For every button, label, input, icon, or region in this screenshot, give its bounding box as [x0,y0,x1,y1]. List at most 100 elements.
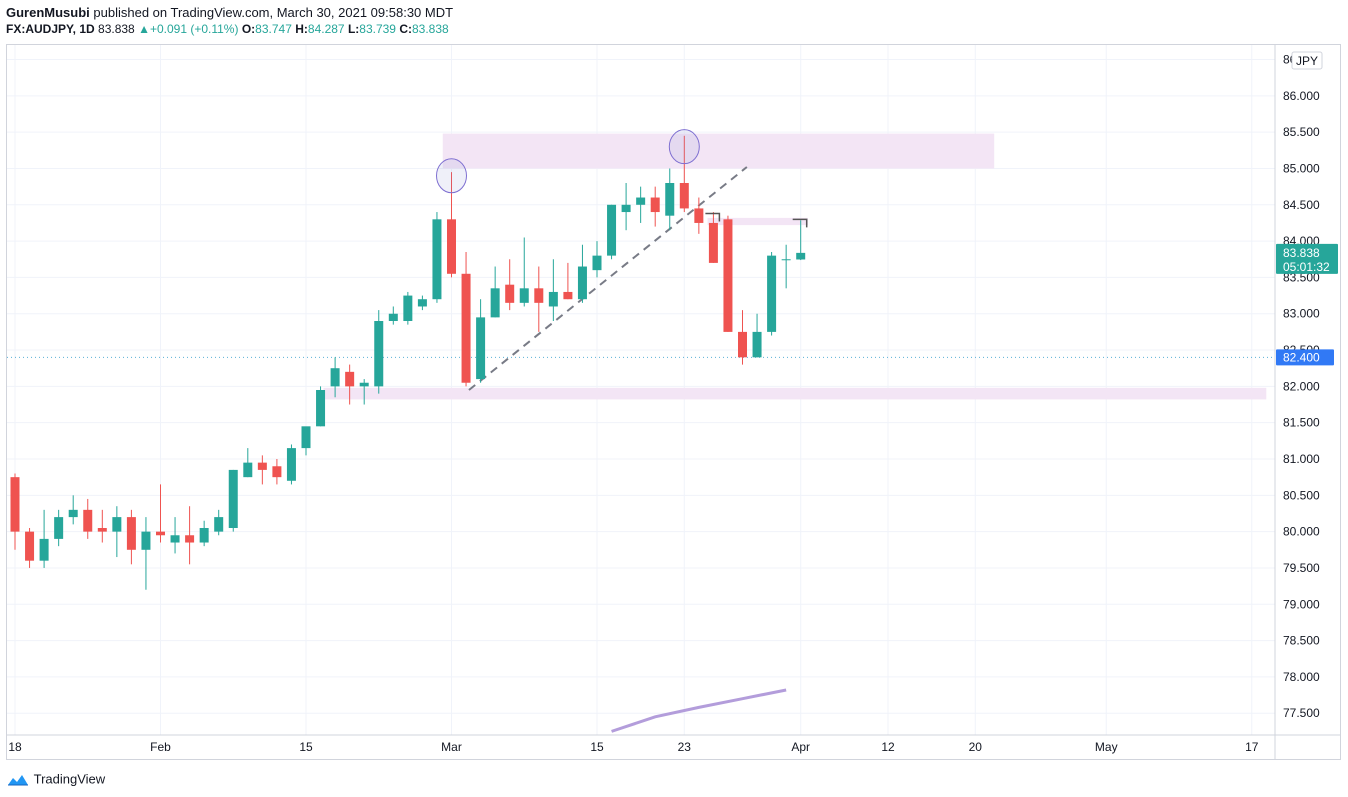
candle-body[interactable] [359,382,369,387]
candle-body[interactable] [548,291,558,307]
last-price-tag[interactable] [1276,243,1338,274]
candle-body[interactable] [83,509,93,532]
resistance-zone[interactable] [442,133,995,169]
candle-body[interactable] [708,222,718,263]
price-tick-label: 79.500 [1283,561,1320,575]
candle-body[interactable] [68,509,78,518]
high-value: 84.287 [307,22,345,36]
open-label: O: [241,22,256,36]
candle-body[interactable] [607,204,617,256]
candle-body[interactable] [490,288,500,318]
time-tick-label: 15 [299,740,313,754]
candle-body[interactable] [185,535,195,543]
candle-body[interactable] [214,517,224,532]
candle-body[interactable] [316,390,326,427]
candle-body[interactable] [694,208,704,223]
candlestick-chart[interactable]: 77.500 78.000 78.500 79.000 79.500 80.000 80.5… [7,45,1340,759]
open-value: 83.747 [255,22,292,36]
candle-body[interactable] [432,219,442,300]
candle-body[interactable] [417,299,427,307]
candle-body[interactable] [141,531,151,550]
candle-body[interactable] [621,204,631,213]
candle-body[interactable] [665,183,675,216]
candle-body[interactable] [461,273,471,383]
candle-body[interactable] [54,517,64,539]
candle-body[interactable] [330,368,340,387]
candle-body[interactable] [25,531,35,561]
candle-body[interactable] [170,535,180,543]
candle-body[interactable] [447,219,456,274]
footer-brand-text: TradingView [33,771,106,787]
price-tick-label: 80.000 [1283,525,1320,539]
candle-body[interactable] [199,528,209,543]
time-tick-label: 17 [1245,740,1259,754]
candle-body[interactable] [112,517,122,532]
horizontal-line-price-label: 82.400 [1283,350,1320,364]
time-tick-label: 12 [881,740,895,754]
horizontal-line-price-tag[interactable] [1276,349,1334,366]
candle-body[interactable] [374,321,384,387]
time-tick-label: 20 [969,740,983,754]
highlight-ellipse[interactable] [436,158,467,194]
candle-body[interactable] [301,426,311,449]
last-price: 83.838 [98,22,135,36]
candle-body[interactable] [243,462,253,478]
author-name[interactable]: GurenMusubi [6,5,90,20]
candle-body[interactable] [10,477,20,532]
candle-body[interactable] [39,538,49,561]
candle-body[interactable] [505,284,515,303]
bar-countdown-label: 05:01:32 [1283,260,1330,274]
candle-body[interactable] [388,313,398,321]
candle-body[interactable] [592,255,602,271]
price-tick-label: 85.000 [1283,161,1320,175]
currency-badge[interactable] [1291,51,1323,70]
candle-body[interactable] [563,291,573,300]
candle-body[interactable] [738,331,747,358]
time-tick-label: 15 [590,740,604,754]
candle-body[interactable] [767,255,777,332]
currency-label: JPY [1296,54,1318,68]
candle-body[interactable] [752,331,762,358]
publish-text: published on TradingView.com, March 30, … [93,5,454,20]
symbol-label[interactable]: FX:AUDJPY, 1D [6,22,95,36]
footer-brand[interactable]: TradingView [6,769,105,789]
bracket-marker[interactable] [705,212,721,222]
close-value: 83.838 [411,22,449,36]
candle-body[interactable] [577,266,587,300]
close-label: C: [399,22,412,36]
highlight-ellipse[interactable] [668,129,700,165]
support-zone[interactable] [323,387,1267,400]
trend-line[interactable] [468,166,748,391]
price-tick-label: 85.500 [1283,125,1320,139]
candle-body[interactable] [286,448,296,481]
chart-pane[interactable]: 77.500 78.000 78.500 79.000 79.500 80.000 80.5… [6,44,1341,760]
candle-body[interactable] [679,183,689,209]
bracket-marker[interactable] [792,218,808,228]
time-tick-label: 23 [678,740,692,754]
candle-body[interactable] [257,462,267,470]
candle-body[interactable] [345,371,355,387]
candle-body[interactable] [796,252,806,260]
candle-body[interactable] [519,288,529,303]
low-label: L: [347,22,360,36]
candle-body[interactable] [636,197,646,205]
candle-body[interactable] [156,531,165,536]
price-tick-label: 83.500 [1283,270,1320,284]
candle-body[interactable] [723,219,733,332]
price-tick-label: 81.000 [1283,452,1320,466]
minor-resistance-zone[interactable] [707,217,808,226]
price-tick-label: 81.500 [1283,416,1320,430]
candle-body[interactable] [476,317,486,380]
candle-body[interactable] [534,288,544,303]
candle-body[interactable] [126,517,136,550]
candle-body[interactable] [97,528,107,532]
price-tick-label: 77.500 [1283,706,1320,720]
change-up-icon: ▲ [138,22,150,36]
price-tick-label: 84.500 [1283,198,1320,212]
moving-average-line[interactable] [611,688,787,733]
candle-body[interactable] [781,259,791,261]
candle-body[interactable] [650,197,660,213]
candle-body[interactable] [272,466,282,478]
candle-body[interactable] [228,469,238,528]
candle-body[interactable] [403,295,413,321]
